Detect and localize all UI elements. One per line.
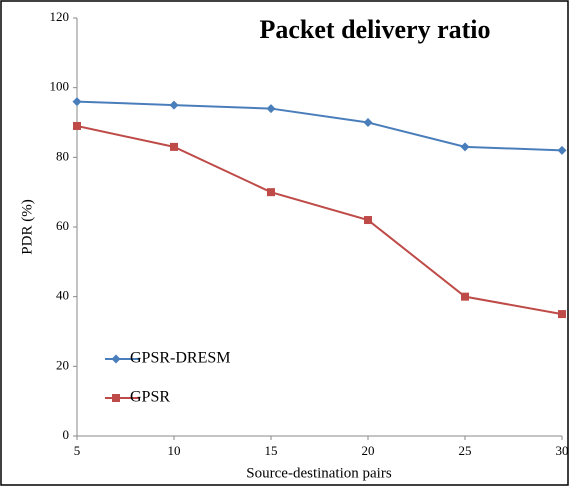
y-tick-label: 0: [63, 427, 70, 442]
y-tick-label: 120: [50, 9, 70, 24]
series-line: [76, 100, 563, 152]
series-line: [76, 125, 563, 316]
marker: [460, 142, 470, 152]
y-tick-label: 80: [56, 148, 69, 163]
y-axis-label: PDR (%): [19, 199, 35, 254]
x-tick-label: 15: [265, 443, 278, 458]
marker: [266, 104, 276, 114]
marker: [558, 310, 566, 319]
legend-marker: [112, 394, 120, 402]
marker: [72, 97, 82, 107]
x-tick-label: 10: [168, 443, 181, 458]
marker: [73, 121, 81, 130]
marker: [267, 188, 275, 197]
legend-marker: [111, 354, 121, 364]
legend-label: GPSR-DRESM: [130, 350, 230, 367]
x-tick-label: 20: [362, 443, 375, 458]
marker: [169, 100, 179, 110]
marker: [363, 118, 373, 127]
x-tick-label: 30: [556, 443, 569, 458]
y-tick-label: 20: [56, 357, 69, 372]
y-tick-label: 100: [50, 79, 70, 94]
x-axis-label: Source-destination pairs: [246, 465, 392, 481]
y-tick-label: 40: [56, 288, 69, 303]
legend-label: GPSR: [130, 389, 170, 406]
chart-title: Packet delivery ratio: [259, 15, 490, 44]
marker: [364, 216, 372, 225]
x-tick-label: 5: [74, 443, 81, 458]
marker: [170, 142, 178, 151]
marker: [557, 145, 567, 155]
marker: [461, 292, 469, 301]
y-tick-label: 60: [56, 218, 69, 233]
x-tick-label: 25: [459, 443, 472, 458]
